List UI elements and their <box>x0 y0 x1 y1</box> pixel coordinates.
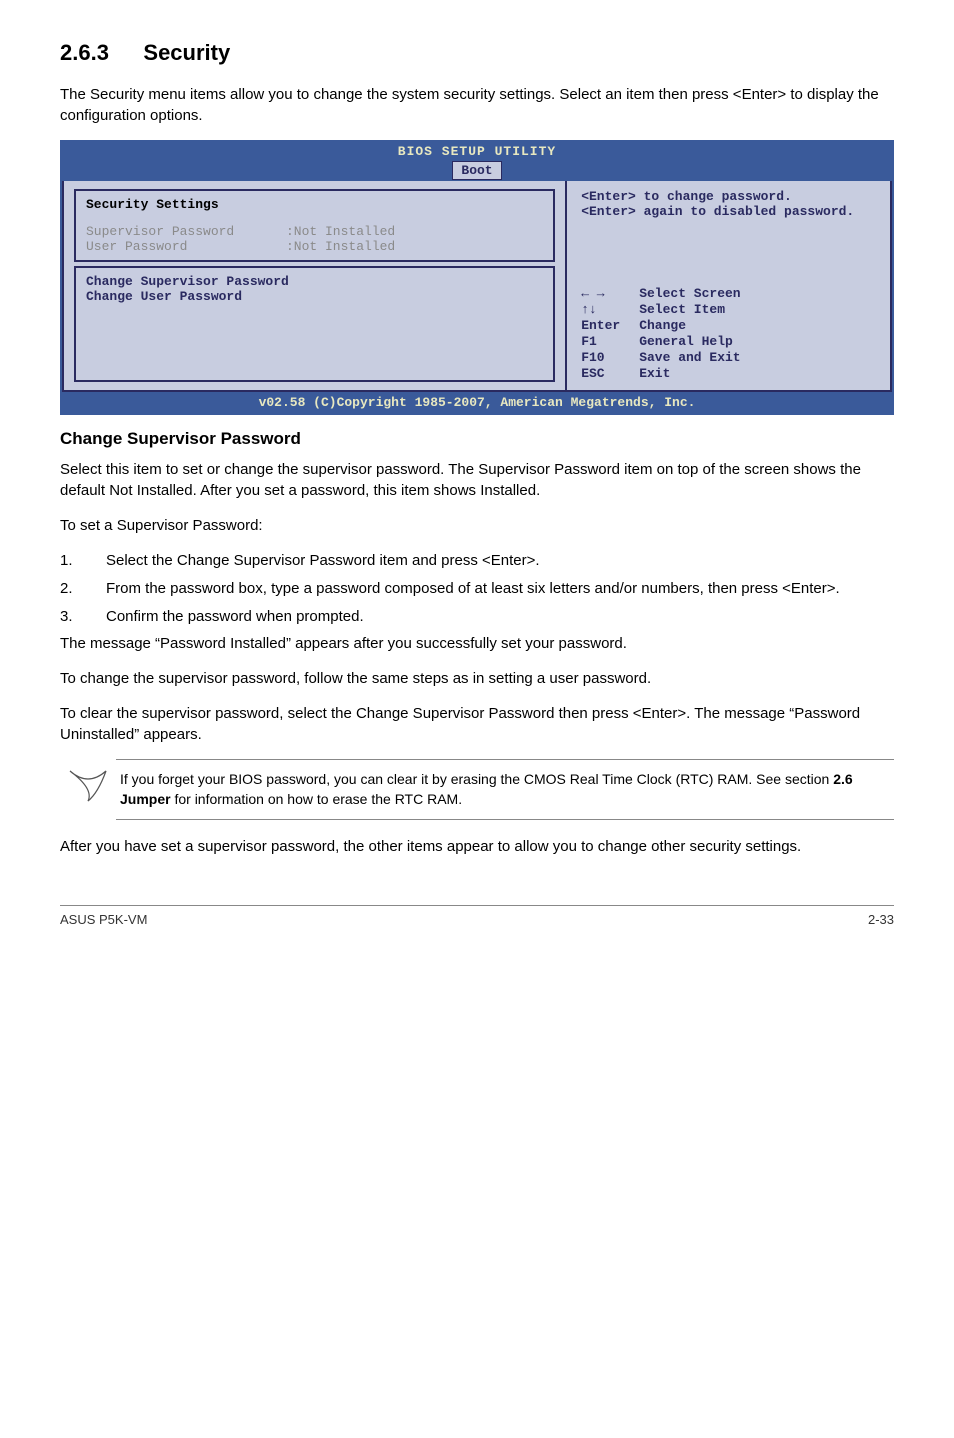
bios-right-pane: <Enter> to change password. <Enter> agai… <box>567 181 890 390</box>
bios-footer: v02.58 (C)Copyright 1985-2007, American … <box>62 392 892 413</box>
bios-left-pane: Security Settings Supervisor Password :N… <box>64 181 567 390</box>
bios-key-enter: Enter <box>581 318 639 333</box>
page-footer: ASUS P5K-VM 2-33 <box>60 905 894 927</box>
note-icon <box>60 759 116 808</box>
bios-key-f1: F1 <box>581 334 639 349</box>
bios-user-label: User Password <box>86 239 286 254</box>
bios-user-row: User Password :Not Installed <box>86 239 543 254</box>
bios-section-title: Security Settings <box>86 197 543 212</box>
paragraph-3: The message “Password Installed” appears… <box>60 633 894 654</box>
section-heading: 2.6.3 Security <box>60 40 894 66</box>
step-1: Select the Change Supervisor Password it… <box>60 550 894 572</box>
step-2: From the password box, type a password c… <box>60 578 894 600</box>
note-text-pre: If you forget your BIOS password, you ca… <box>120 771 833 787</box>
bios-key-f10-desc: Save and Exit <box>639 350 740 365</box>
bios-supervisor-row: Supervisor Password :Not Installed <box>86 224 543 239</box>
bios-key-ud-desc: Select Item <box>639 302 725 317</box>
bios-key-lr-desc: Select Screen <box>639 286 740 301</box>
bios-help-text: <Enter> to change password. <Enter> agai… <box>581 189 876 219</box>
bios-title: BIOS SETUP UTILITY <box>62 142 892 161</box>
footer-right: 2-33 <box>868 912 894 927</box>
paragraph-4: To change the supervisor password, follo… <box>60 668 894 689</box>
bios-screenshot: BIOS SETUP UTILITY Boot Security Setting… <box>60 140 894 415</box>
section-title: Security <box>143 40 230 66</box>
bios-user-value: :Not Installed <box>286 239 395 254</box>
bios-key-enter-desc: Change <box>639 318 686 333</box>
bios-key-lr: ← → <box>581 286 639 301</box>
bios-supervisor-label: Supervisor Password <box>86 224 286 239</box>
intro-paragraph: The Security menu items allow you to cha… <box>60 84 894 126</box>
bios-tab-boot: Boot <box>452 161 501 180</box>
note-box: If you forget your BIOS password, you ca… <box>60 759 894 820</box>
paragraph-1: Select this item to set or change the su… <box>60 459 894 501</box>
paragraph-6: After you have set a supervisor password… <box>60 836 894 857</box>
note-text-post: for information on how to erase the RTC … <box>171 791 463 807</box>
bios-settings-box: Security Settings Supervisor Password :N… <box>74 189 555 262</box>
bios-key-help: ← →Select Screen ↑↓Select Item EnterChan… <box>581 286 876 382</box>
bios-supervisor-value: :Not Installed <box>286 224 395 239</box>
bios-key-f1-desc: General Help <box>639 334 733 349</box>
step-3: Confirm the password when prompted. <box>60 606 894 628</box>
footer-left: ASUS P5K-VM <box>60 912 147 927</box>
bios-change-supervisor: Change Supervisor Password <box>86 274 543 289</box>
change-supervisor-heading: Change Supervisor Password <box>60 429 894 449</box>
bios-change-box: Change Supervisor Password Change User P… <box>74 266 555 382</box>
bios-help-line1: <Enter> to change password. <box>581 189 876 204</box>
bios-key-ud: ↑↓ <box>581 302 639 317</box>
section-number: 2.6.3 <box>60 40 109 66</box>
bios-key-esc-desc: Exit <box>639 366 670 381</box>
paragraph-2: To set a Supervisor Password: <box>60 515 894 536</box>
bios-key-f10: F10 <box>581 350 639 365</box>
note-text: If you forget your BIOS password, you ca… <box>116 759 894 820</box>
paragraph-5: To clear the supervisor password, select… <box>60 703 894 745</box>
bios-key-esc: ESC <box>581 366 639 381</box>
bios-tab-row: Boot <box>62 161 892 181</box>
steps-list: Select the Change Supervisor Password it… <box>60 550 894 627</box>
bios-help-line2: <Enter> again to disabled password. <box>581 204 876 219</box>
bios-body: Security Settings Supervisor Password :N… <box>62 181 892 392</box>
bios-change-user: Change User Password <box>86 289 543 304</box>
